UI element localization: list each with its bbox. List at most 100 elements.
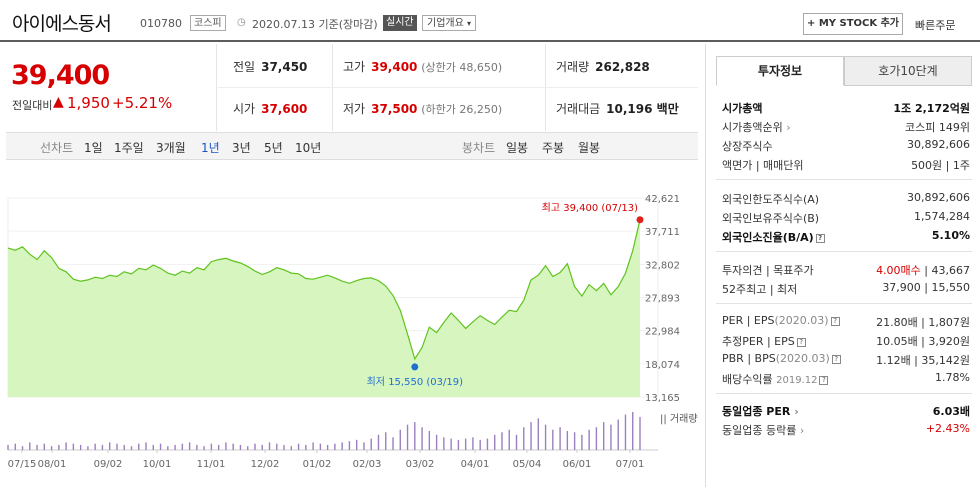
- row-foreign-limit: 외국인한도주식수(A) 30,892,606: [722, 189, 970, 207]
- mcap-value: 1조 2,172억원: [893, 102, 970, 115]
- volume-bar: [392, 437, 394, 450]
- pbr-label: PBR | BPS: [722, 352, 776, 365]
- foreign-ratio-value: 5.10%: [931, 229, 970, 242]
- volume-bar: [268, 442, 271, 450]
- div-value: 1.78%: [935, 371, 970, 384]
- help-icon[interactable]: ?: [796, 337, 806, 347]
- up-triangle-icon: ▲: [53, 94, 64, 110]
- volume-bar: [341, 442, 343, 450]
- candle-weekly[interactable]: 주봉: [542, 141, 565, 155]
- divider: [705, 44, 706, 487]
- row-market-cap: 시가총액 1조 2,172억원: [722, 98, 970, 116]
- period-3m[interactable]: 3개월: [156, 141, 186, 155]
- help-icon[interactable]: ?: [830, 316, 840, 326]
- divider: [218, 87, 698, 88]
- mystock-add-button[interactable]: + MY STOCK 추가: [803, 13, 903, 35]
- period-1w[interactable]: 1주일: [114, 141, 144, 155]
- realtime-button[interactable]: 실시간: [383, 15, 417, 31]
- open-price: 시가 37,600: [233, 100, 307, 117]
- chevron-right-icon[interactable]: ›: [796, 424, 805, 437]
- volume-bar: [65, 442, 67, 450]
- x-tick-label: 03/02: [406, 459, 435, 470]
- chevron-down-icon: ▾: [467, 19, 472, 28]
- par-value: 500원 | 1주: [911, 159, 970, 172]
- base-date: 2020.07.13 기준(장마감): [252, 18, 378, 31]
- volume-bar: [217, 444, 220, 450]
- volume-bar: [414, 422, 416, 450]
- row-per: PER | EPS(2020.03)? 21.80배 | 1,807원: [722, 312, 970, 330]
- w52-label: 52주최고 | 최저: [722, 283, 798, 296]
- volume-value: 262,828: [595, 60, 650, 74]
- chevron-right-icon[interactable]: ›: [782, 121, 791, 134]
- x-tick-label: 01/02: [303, 459, 332, 470]
- low-annotation: 최저 15,550 (03/19): [367, 376, 463, 388]
- volume-bar: [94, 443, 96, 450]
- volume-label: || 거래량: [660, 413, 698, 425]
- price-line: [7, 219, 641, 361]
- volume-bar: [152, 444, 154, 450]
- candle-daily[interactable]: 일봉: [506, 141, 529, 155]
- volume-bar: [610, 424, 612, 450]
- high-label: 고가: [343, 60, 366, 74]
- amount-value: 10,196 백만: [606, 102, 679, 116]
- foreign-hold-label: 외국인보유주식수(B): [722, 212, 820, 225]
- chevron-right-icon[interactable]: ›: [790, 405, 799, 418]
- tab-invest-info[interactable]: 투자정보: [716, 56, 844, 86]
- candle-monthly[interactable]: 월봉: [578, 141, 601, 155]
- lower-limit: (하한가 26,250): [421, 103, 503, 116]
- volume-bar: [174, 444, 176, 450]
- x-tick-label: 12/02: [251, 459, 280, 470]
- volume-bar: [58, 444, 60, 450]
- price-block: 39,400 전일대비 ▲ 1,950 +5.21%: [0, 44, 217, 131]
- volume-bar: [50, 446, 53, 450]
- price-chart[interactable]: || 거래량 42,621 37,711 32,802 27,893 22,984 18,…: [0, 160, 700, 487]
- volume-bar: [406, 424, 409, 450]
- market-badge: 코스피: [190, 15, 226, 31]
- help-icon[interactable]: ?: [815, 233, 825, 243]
- period-bar: 선차트 1일 1주일 3개월 1년 3년 5년 10년 봉차트 일봉 주봉 월봉: [6, 132, 698, 160]
- volume-bar: [588, 429, 590, 450]
- foreign-limit-value: 30,892,606: [907, 191, 970, 204]
- volume-bar: [617, 419, 619, 450]
- period-1d[interactable]: 1일: [84, 141, 103, 155]
- volume-bar: [36, 444, 38, 450]
- period-1y[interactable]: 1년: [201, 141, 220, 155]
- tab-orderbook[interactable]: 호가10단계: [844, 56, 972, 86]
- volume-bar: [334, 443, 336, 450]
- help-icon[interactable]: ?: [819, 375, 829, 385]
- opinion-value: 4.00매수: [876, 264, 921, 277]
- volume-bar: [87, 446, 89, 450]
- volume-bar: [421, 427, 423, 450]
- volume-bar: [639, 417, 641, 450]
- period-10y[interactable]: 10년: [295, 141, 322, 155]
- low-marker: [411, 363, 419, 371]
- volume-bar: [435, 434, 438, 450]
- day-high: 고가 39,400 (상한가 48,650): [343, 58, 502, 75]
- volume-bar: [457, 439, 460, 450]
- quick-order-link[interactable]: 빠른주문: [915, 19, 956, 32]
- row-shares: 상장주식수 30,892,606: [722, 136, 970, 154]
- volume-bar: [581, 434, 583, 450]
- help-icon[interactable]: ?: [831, 354, 841, 364]
- clock-icon: ◷: [237, 17, 246, 28]
- row-sector-change: 동일업종 등락률 › +2.43%: [722, 420, 970, 438]
- volume-bar: [428, 431, 431, 450]
- eper-value: 10.05배 | 3,920원: [876, 335, 970, 348]
- volume-bar: [399, 429, 401, 450]
- mcap-rank-value: 코스피 149위: [905, 121, 970, 134]
- foreign-limit-label: 외국인한도주식수(A): [722, 193, 820, 206]
- corp-info-dropdown[interactable]: 기업개요 ▾: [422, 15, 477, 31]
- x-tick-label: 09/02: [94, 459, 123, 470]
- period-3y[interactable]: 3년: [232, 141, 251, 155]
- row-par: 액면가 | 매매단위 500원 | 1주: [722, 155, 970, 173]
- stock-name: 아이에스동서: [12, 13, 112, 35]
- volume-bar: [254, 443, 256, 450]
- volume-bar: [602, 422, 605, 450]
- current-price: 39,400: [11, 60, 110, 91]
- invest-panel: 투자정보 호가10단계 시가총액 1조 2,172억원 시가총액순위 › 코스피 1…: [706, 44, 980, 487]
- period-5y[interactable]: 5년: [264, 141, 283, 155]
- high-marker: [636, 216, 644, 224]
- row-foreign-hold: 외국인보유주식수(B) 1,574,284: [722, 208, 970, 226]
- volume-bar: [559, 427, 561, 450]
- x-tick-label: 05/04: [513, 459, 542, 470]
